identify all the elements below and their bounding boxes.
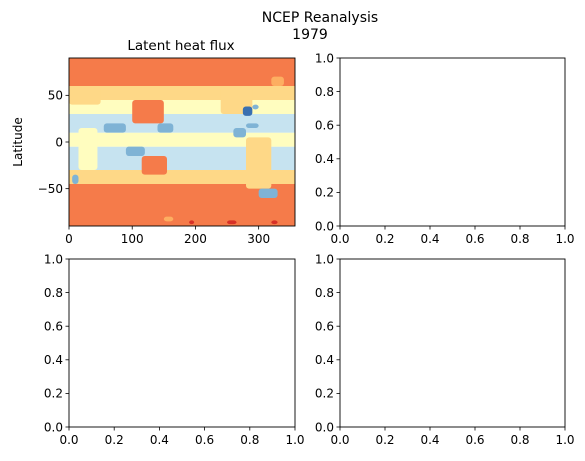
y-tick-label: 0.8: [44, 286, 63, 300]
y-tick-label: 0.4: [315, 353, 334, 367]
x-tick-label: 200: [184, 232, 207, 246]
y-tick-label: 0.0: [44, 420, 63, 434]
y-tick-label: 0.6: [315, 320, 334, 334]
y-tick-label: 1.0: [315, 252, 334, 266]
axes-frame: [340, 58, 565, 226]
contour-patch: [72, 175, 78, 184]
x-tick-label: 0.0: [330, 232, 349, 246]
x-tick-label: 1.0: [285, 433, 304, 447]
x-tick-label: 0.2: [375, 433, 394, 447]
contour-patch: [189, 220, 194, 224]
contour-patch: [259, 189, 278, 198]
contour-patch: [271, 77, 284, 86]
x-tick-label: 0.8: [240, 433, 259, 447]
x-tick-label: 100: [121, 232, 144, 246]
contour-patch: [246, 123, 259, 128]
suptitle-line1: NCEP Reanalysis: [262, 10, 378, 26]
contour-patch: [164, 217, 173, 222]
contour-patch: [126, 147, 145, 156]
x-tick-label: 0.4: [150, 433, 169, 447]
axes-frame: [69, 259, 295, 427]
contour-patch: [233, 128, 246, 137]
x-tick-label: 0.8: [510, 433, 529, 447]
y-tick-label: 0.8: [315, 85, 334, 99]
x-tick-label: 300: [247, 232, 270, 246]
y-tick-label: 0: [55, 135, 63, 149]
x-tick-label: 0.2: [105, 433, 124, 447]
x-tick-label: 0.2: [375, 232, 394, 246]
contour-patch: [252, 105, 258, 110]
contour-patch: [243, 107, 252, 116]
contour-patch: [104, 123, 126, 132]
y-tick-label: 0.8: [315, 286, 334, 300]
x-tick-label: 1.0: [555, 433, 574, 447]
y-tick-label: 0.0: [315, 219, 334, 233]
contour-fills: [69, 58, 295, 226]
contour-patch: [271, 220, 277, 224]
contour-patch: [158, 123, 174, 132]
contour-band: [69, 86, 295, 100]
contour-band: [69, 58, 295, 86]
panel-top-left: 0 100 200 300 −50 0 50: [38, 58, 295, 246]
contour-patch: [227, 220, 236, 224]
x-tick-label: 0.4: [420, 433, 439, 447]
y-tick-label: −50: [38, 182, 63, 196]
x-tick-label: 0: [65, 232, 73, 246]
contour-patch: [78, 128, 97, 170]
x-tick-label: 0.6: [465, 433, 484, 447]
panel-bottom-right: 0.0 0.2 0.4 0.6 0.8 1.0 0.0 0.2 0.4 0.6 0.8 1.0: [315, 252, 575, 447]
y-tick-label: 0.6: [315, 119, 334, 133]
x-tick-label: 0.0: [330, 433, 349, 447]
contour-band: [69, 100, 295, 114]
x-tick-label: 0.4: [420, 232, 439, 246]
y-tick-label: 0.6: [44, 320, 63, 334]
y-tick-label: 0.2: [315, 186, 334, 200]
x-tick-label: 1.0: [555, 232, 574, 246]
x-tick-label: 0.6: [195, 433, 214, 447]
contour-band: [69, 114, 295, 133]
heatmap-title: Latent heat flux: [127, 38, 234, 54]
y-tick-label: 50: [48, 89, 63, 103]
y-tick-label: 0.4: [315, 152, 334, 166]
panel-top-right: 0.0 0.2 0.4 0.6 0.8 1.0 0.0 0.2 0.4 0.6 0.8 1.0: [315, 51, 575, 246]
x-tick-label: 0.6: [465, 232, 484, 246]
contour-patch: [142, 156, 167, 175]
panel-bottom-left: 0.0 0.2 0.4 0.6 0.8 1.0 0.0 0.2 0.4 0.6 0.8 1.0: [44, 252, 305, 447]
axes-frame: [340, 259, 565, 427]
suptitle-line2: 1979: [292, 27, 328, 43]
contour-patch: [246, 137, 271, 188]
y-tick-label: 1.0: [315, 51, 334, 65]
y-tick-label: 0.4: [44, 353, 63, 367]
y-tick-label: 0.0: [315, 420, 334, 434]
y-tick-label: 0.2: [315, 387, 334, 401]
x-tick-label: 0.0: [59, 433, 78, 447]
x-tick-label: 0.8: [510, 232, 529, 246]
heatmap-ylabel: Latitude: [11, 117, 25, 166]
y-tick-label: 0.2: [44, 387, 63, 401]
contour-patch: [132, 100, 164, 123]
contour-patch: [69, 86, 101, 105]
y-tick-label: 1.0: [44, 252, 63, 266]
